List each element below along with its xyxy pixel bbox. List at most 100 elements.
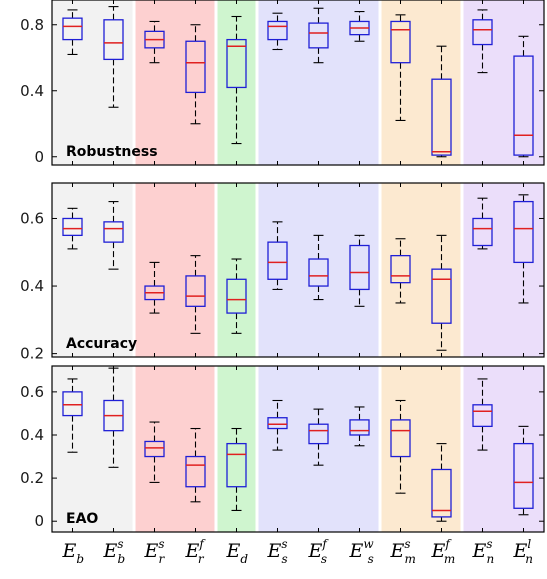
box-7 [349,406,370,447]
box-8 [390,14,411,121]
box-0 [62,9,83,56]
y-tick-label: 0 [34,512,44,530]
group-band-4 [380,366,462,532]
group-band-5 [462,183,544,357]
group-band-3 [257,0,380,165]
box-0 [62,207,83,250]
box-iqr [267,20,288,41]
box-iqr [472,217,493,247]
box-2 [144,421,165,483]
box-iqr [185,40,206,94]
panel-robustness: 0 0.4 0.8 Robustness [20,0,545,166]
group-band-5 [462,366,544,532]
box-2 [144,20,165,64]
x-tick-label-6: Ef s [308,537,330,566]
box-iqr [144,440,165,458]
box-9 [431,45,452,158]
group-band-4 [380,0,462,165]
box-3 [185,255,206,334]
box-11 [513,35,534,158]
box-1 [103,201,124,270]
box-10 [472,9,493,74]
box-3 [185,427,206,503]
box-iqr [513,55,534,156]
box-iqr [308,258,329,287]
group-band-2 [216,366,257,532]
box-5 [267,399,288,451]
box-iqr [390,254,411,284]
box-iqr [62,217,83,237]
box-4 [226,427,247,511]
panel-eao: 0 0.2 0.4 0.6 EAO [20,365,545,533]
x-tick-label-9: Ef m [431,537,456,566]
box-iqr [308,423,329,445]
group-band-0 [52,366,134,532]
box-9 [431,234,452,351]
x-tick-label-7: Ew s [349,537,375,566]
group-band-5 [462,0,544,165]
box-iqr [390,20,411,64]
box-8 [390,399,411,494]
box-iqr [185,275,206,307]
box-7 [349,11,370,42]
box-iqr [226,442,247,488]
group-band-1 [134,183,216,357]
box-iqr [390,419,411,458]
panel-frame [51,0,545,166]
box-4 [226,258,247,334]
y-tick-label: 0.4 [20,82,44,100]
box-6 [308,7,329,64]
box-5 [267,221,288,290]
box-iqr [103,19,124,61]
box-3 [185,24,206,125]
x-tick-label-10: Es n [472,537,495,566]
box-iqr [308,22,329,49]
box-6 [308,408,329,466]
box-iqr [513,200,534,264]
box-1 [103,367,124,468]
box-iqr [431,268,452,324]
box-8 [390,238,411,304]
box-10 [472,378,493,451]
x-tick-label-4: Ed [226,540,249,566]
x-tick-label-1: Es b [103,537,126,566]
panel-accuracy: 0.2 0.4 0.6 Accuracy [20,182,545,363]
box-iqr [267,241,288,280]
panel-label: Robustness [66,144,158,160]
box-iqr [472,19,493,46]
box-9 [431,443,452,522]
box-0 [62,378,83,453]
box-iqr [62,17,83,41]
x-tick-label-0: Eb [62,540,85,566]
group-band-4 [380,183,462,357]
box-10 [472,197,493,250]
box-7 [349,234,370,307]
box-iqr [103,221,124,243]
box-11 [513,425,534,516]
y-tick-label: 0.8 [20,16,44,34]
box-1 [103,6,124,108]
box-iqr [431,468,452,518]
panel-label: Accuracy [66,336,137,352]
group-band-1 [134,366,216,532]
box-4 [226,15,247,145]
box-11 [513,194,534,304]
y-tick-label: 0.6 [20,383,44,401]
x-tick-label-8: Es m [390,537,416,566]
group-band-3 [257,183,380,357]
panel-frame [51,365,545,533]
box-iqr [513,442,534,509]
y-tick-label: 0 [34,148,44,166]
box-iqr [472,404,493,428]
y-tick-label: 0.2 [20,469,44,487]
box-2 [144,261,165,314]
x-tick-label-2: Es r [144,537,166,566]
x-tick-label-5: Es s [267,537,288,566]
panel-frame [51,182,545,358]
box-iqr [431,78,452,156]
box-iqr [267,417,288,430]
box-iqr [226,278,247,314]
y-tick-label: 0.2 [20,345,44,363]
y-tick-label: 0.4 [20,426,44,444]
group-band-1 [134,0,216,165]
